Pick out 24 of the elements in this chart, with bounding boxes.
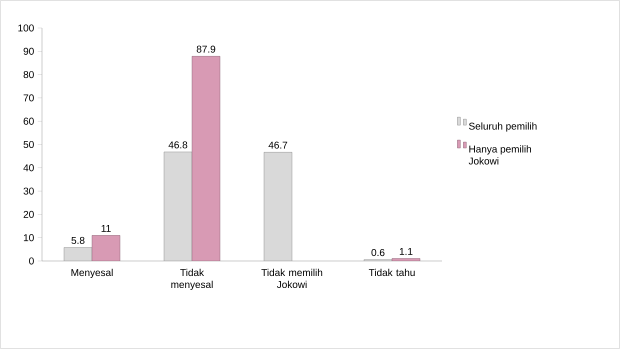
y-tick-label: 10	[24, 234, 34, 242]
data-label: 46.7	[268, 142, 288, 149]
legend-label: Seluruh pemilih	[469, 122, 537, 132]
data-label: 87.9	[196, 46, 216, 53]
y-tick-label: 0	[29, 257, 34, 265]
x-tick-label: Tidak tahu	[368, 268, 415, 276]
legend-label: Hanya pemilih Jokowi	[468, 145, 531, 165]
y-tick-label: 60	[24, 118, 34, 125]
data-label: 5.8	[71, 236, 84, 244]
y-tick-label: 40	[23, 164, 34, 172]
y-tick-label: 20	[24, 210, 34, 218]
y-tick-label: 70	[24, 94, 34, 102]
data-label: 0.6	[371, 249, 384, 256]
y-tick-label: 90	[24, 48, 34, 55]
data-label: 11	[102, 224, 111, 232]
y-tick-label: 50	[24, 140, 34, 148]
x-tick-label: Tidak memilih Jokowi	[261, 268, 322, 288]
y-tick-label: 80	[24, 71, 34, 78]
y-tick-label: 30	[24, 188, 34, 195]
x-tick-label: Menyesal	[71, 268, 113, 278]
data-label: 46.8	[168, 141, 188, 148]
x-tick-label: Tidak menyesal	[171, 268, 213, 290]
y-tick-label: 100	[18, 24, 34, 32]
data-label: 1.1	[400, 248, 412, 255]
